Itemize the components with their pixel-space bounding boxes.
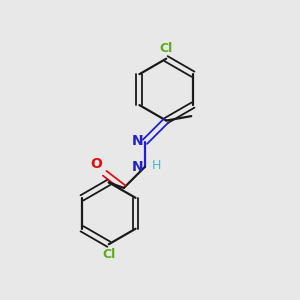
Text: H: H bbox=[152, 159, 161, 172]
Text: N: N bbox=[132, 134, 143, 148]
Text: Cl: Cl bbox=[102, 248, 116, 261]
Text: N: N bbox=[132, 160, 143, 174]
Text: Cl: Cl bbox=[160, 42, 173, 55]
Text: O: O bbox=[90, 157, 102, 171]
